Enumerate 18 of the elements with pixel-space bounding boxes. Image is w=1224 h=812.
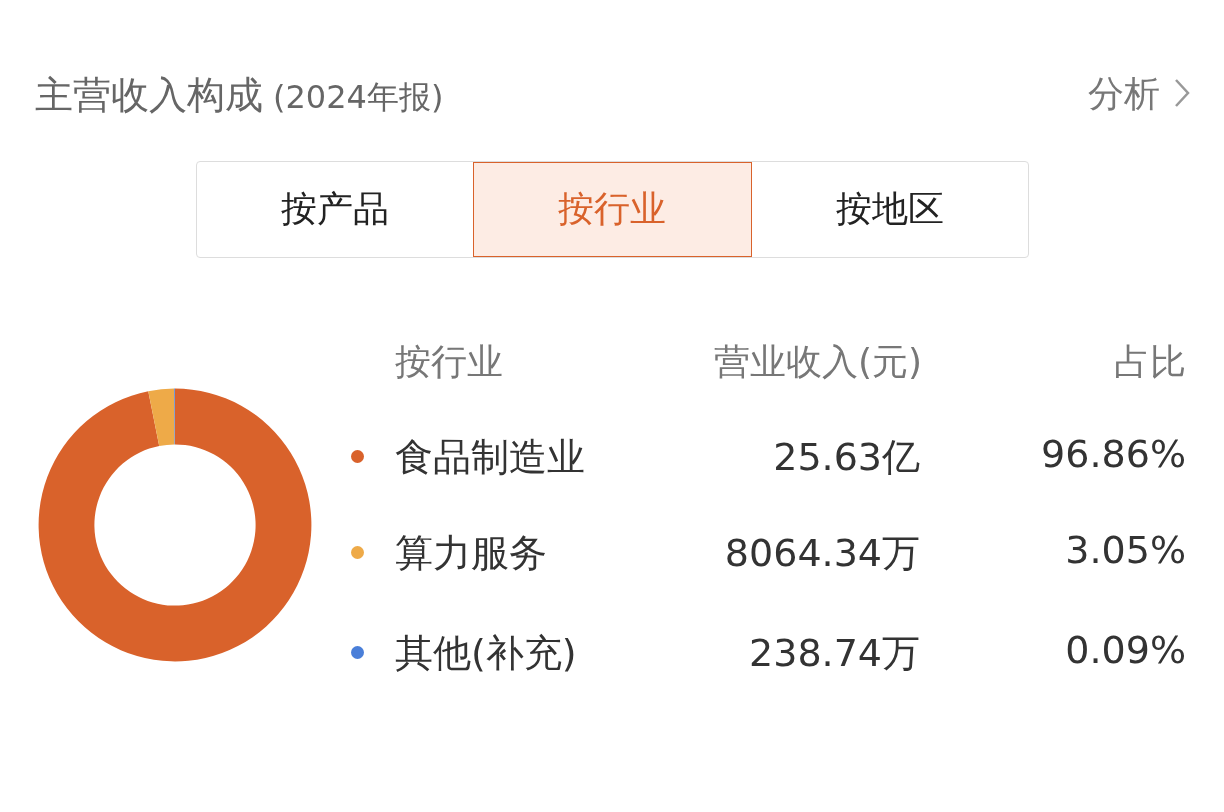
text: 分析 <box>1088 72 1160 116</box>
data-label: 0.09% <box>1065 628 1186 672</box>
text: 营业收入(元) <box>713 340 922 384</box>
legend-label: 食品制造业 <box>395 434 585 481</box>
text: 238.74万 <box>749 630 920 677</box>
text: 按产品 <box>280 187 391 231</box>
text: 按行业 <box>395 340 503 384</box>
data-label: 96.86% <box>1041 432 1186 476</box>
chart-title: 主营收入构成 <box>35 73 263 117</box>
data-label: 3.05% <box>1065 528 1186 572</box>
text: 占比 <box>1114 340 1186 384</box>
text: 8064.34万 <box>724 530 920 577</box>
legend-label: 算力服务 <box>395 530 547 577</box>
text: 25.63亿 <box>773 434 920 481</box>
text: 按地区 <box>834 187 945 231</box>
legend-label: 其他(补充) <box>395 630 577 677</box>
text: 按行业 <box>473 162 752 257</box>
chart-subtitle: (2024年报) <box>273 78 444 116</box>
